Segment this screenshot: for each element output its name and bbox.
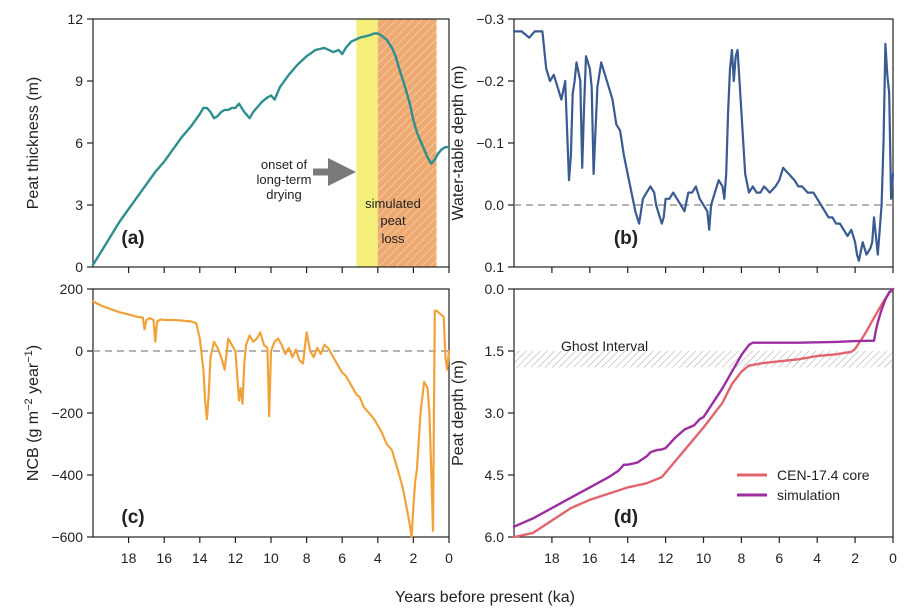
panel-tag: (a) <box>121 228 144 249</box>
y-tick-label: −200 <box>51 405 83 421</box>
panel-tag: (c) <box>121 507 144 528</box>
legend-label-simulation: simulation <box>777 487 840 503</box>
y-axis-label: Water-table depth (m) <box>450 65 467 220</box>
panel-d-series <box>512 287 895 539</box>
panel-d-axes: 18 16 14 12 10 8 6 4 2 0 0.0 1.5 3.0 4.5 6.0 Peat depth… <box>450 281 897 566</box>
panel-a-axes: 0 3 6 9 12 Peat thickness (m) (a) <box>25 11 450 275</box>
panel-c: 18 16 14 12 10 8 6 4 2 0 −600 −400 −200 0 200 NCB (g m−… <box>23 281 453 566</box>
x-tick-label: 12 <box>658 550 674 566</box>
x-tick-label: 16 <box>582 550 598 566</box>
panel-tag: (d) <box>614 507 638 528</box>
y-tick-label: 0.0 <box>485 197 505 213</box>
y-tick-label: 0 <box>75 343 83 359</box>
x-tick-label: 4 <box>813 550 821 566</box>
drying-label-line-2: long-term <box>257 172 312 187</box>
y-tick-label: −0.2 <box>476 73 504 89</box>
x-tick-label: 0 <box>889 550 897 566</box>
legend: CEN-17.4 core simulation <box>737 467 870 503</box>
y-tick-label: 0.1 <box>485 259 505 275</box>
x-tick-label: 14 <box>192 550 208 566</box>
x-tick-label: 18 <box>544 550 560 566</box>
peat-loss-hatching <box>377 19 437 267</box>
series-line <box>512 30 895 262</box>
y-tick-label: −0.3 <box>476 11 504 27</box>
x-tick-label: 2 <box>410 550 418 566</box>
x-tick-label: 14 <box>620 550 636 566</box>
plot-frame <box>92 288 450 538</box>
x-tick-label: 10 <box>263 550 279 566</box>
y-axis-label: Peat thickness (m) <box>25 77 42 209</box>
y-tick-label: 200 <box>60 281 84 297</box>
series-line <box>91 300 451 539</box>
y-axis-label: Peat depth (m) <box>450 360 467 466</box>
y-axis-label: NCB (g m−2 year−1) <box>23 345 42 481</box>
drying-label-line-3: drying <box>266 187 301 202</box>
x-tick-label: 18 <box>121 550 137 566</box>
y-tick-label: 6 <box>75 135 83 151</box>
y-tick-label: −600 <box>51 529 83 545</box>
series-line <box>91 32 451 267</box>
y-tick-label: 3 <box>75 197 83 213</box>
y-tick-label: 0 <box>75 259 83 275</box>
panel-b: −0.3 −0.2 −0.1 0.0 0.1 Water-table depth (m) (… <box>450 11 895 275</box>
x-tick-label: 16 <box>156 550 172 566</box>
x-tick-label: 12 <box>228 550 244 566</box>
y-tick-label: −0.1 <box>476 135 504 151</box>
panel-a-series <box>91 32 451 267</box>
y-tick-label: −400 <box>51 467 83 483</box>
x-tick-label: 6 <box>338 550 346 566</box>
peat-loss-label-line-2: peat <box>380 213 406 228</box>
y-tick-label: 6.0 <box>485 529 505 545</box>
peat-loss-label-line-3: loss <box>381 231 405 246</box>
y-tick-label: 9 <box>75 73 83 89</box>
panel-b-series <box>512 30 895 262</box>
drying-label-line-1: onset of <box>261 157 308 172</box>
panel-b-axes: −0.3 −0.2 −0.1 0.0 0.1 Water-table depth (m) (… <box>450 11 894 275</box>
x-tick-label: 8 <box>738 550 746 566</box>
panel-a: 0 3 6 9 12 Peat thickness (m) (a) onset of lon… <box>25 11 451 275</box>
panel-c-series <box>91 300 451 539</box>
panel-d: Ghost Interval 18 16 14 12 10 8 6 4 2 0 0.0 1.5 3.0 4… <box>450 281 897 566</box>
shared-x-axis-label: Years before present (ka) <box>395 589 575 606</box>
x-tick-label: 10 <box>696 550 712 566</box>
panel-c-axes: 18 16 14 12 10 8 6 4 2 0 −600 −400 −200 0 200 NCB (g m−… <box>23 281 453 566</box>
peat-loss-label-line-1: simulated <box>365 196 421 211</box>
y-tick-label: 3.0 <box>485 405 505 421</box>
y-tick-label: 12 <box>67 11 83 27</box>
y-tick-label: 0.0 <box>485 281 505 297</box>
x-tick-label: 6 <box>775 550 783 566</box>
legend-label-core: CEN-17.4 core <box>777 467 870 483</box>
series-line <box>512 287 895 539</box>
drying-shading <box>356 19 378 267</box>
x-tick-label: 4 <box>374 550 382 566</box>
ghost-interval-label: Ghost Interval <box>561 338 648 354</box>
panel-tag: (b) <box>614 228 638 249</box>
ghost-interval-band <box>514 351 893 368</box>
y-tick-label: 1.5 <box>485 343 505 359</box>
y-tick-label: 4.5 <box>485 467 505 483</box>
series-line <box>512 287 895 528</box>
x-tick-label: 8 <box>303 550 311 566</box>
x-tick-label: 2 <box>851 550 859 566</box>
x-tick-label: 0 <box>445 550 453 566</box>
